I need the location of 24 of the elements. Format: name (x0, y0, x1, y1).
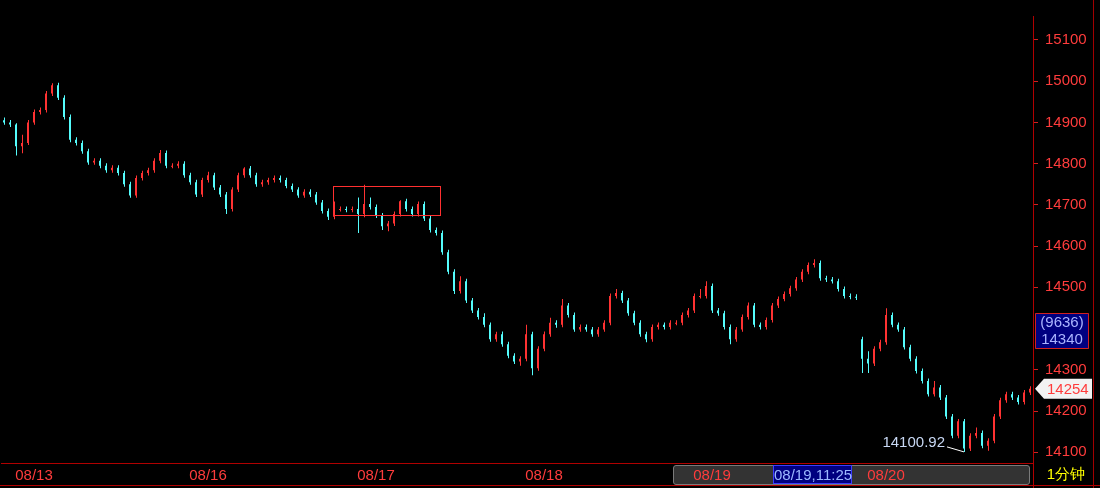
x-tick-label: 08/20 (867, 466, 905, 484)
y-tick-label: 15100 (1045, 30, 1087, 48)
x-tick-label: 08/16 (189, 466, 227, 484)
x-tick-label: 08/13 (15, 466, 53, 484)
text: (9636) (1040, 313, 1084, 331)
text: 14340 (1041, 330, 1083, 348)
y-tick-label: 14600 (1045, 236, 1087, 254)
y-tick-label: 14700 (1045, 195, 1087, 212)
y-tick-label: 14500 (1045, 277, 1087, 295)
candlestick (831, 277, 833, 284)
x-tick-label: 08/18 (525, 466, 563, 484)
x-tick-label: 08/17 (357, 466, 395, 484)
text: 1分钟 (1046, 465, 1086, 483)
candlestick (699, 288, 701, 299)
annotation: 14100.92 (882, 433, 945, 451)
candlestick (813, 259, 815, 268)
y-tick-label: 14900 (1045, 112, 1087, 130)
text: 14254 (1047, 379, 1089, 397)
y-tick-label: 15000 (1045, 71, 1087, 89)
y-tick-label: 14300 (1045, 359, 1087, 377)
y-tick-label: 14100 (1045, 442, 1087, 460)
x-tick-label: 08/19 (693, 466, 731, 484)
y-tick-label: 14800 (1045, 153, 1087, 171)
y-tick-label: 14200 (1045, 401, 1087, 419)
